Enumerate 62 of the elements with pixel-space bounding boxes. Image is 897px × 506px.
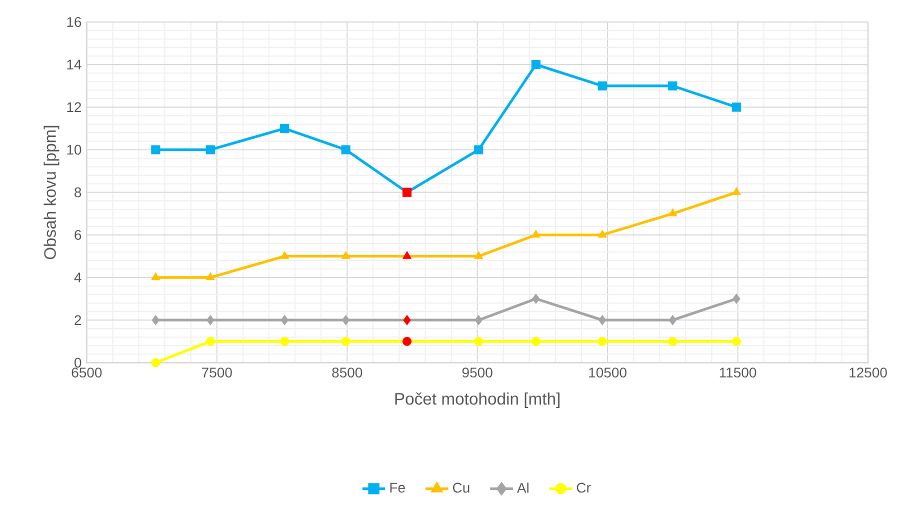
- point: [732, 102, 741, 112]
- x-tick-label: 9500: [462, 368, 492, 378]
- y-tick-label: 2: [74, 315, 82, 325]
- x-tick-label: 6500: [72, 368, 102, 378]
- y-tick-label: 4: [74, 272, 82, 282]
- point: [151, 358, 160, 368]
- point: [341, 336, 350, 346]
- point: [402, 188, 412, 197]
- x-tick-label: 11500: [720, 368, 756, 378]
- point: [598, 81, 607, 90]
- point: [206, 145, 215, 154]
- y-tick-label: 8: [74, 187, 82, 198]
- point: [732, 294, 740, 304]
- point: [531, 336, 540, 346]
- point: [341, 145, 350, 154]
- point: [341, 251, 350, 259]
- point: [598, 315, 606, 326]
- point: [474, 315, 483, 326]
- x-tick-label: 12500: [850, 368, 887, 378]
- y-tick-label: 12: [67, 102, 82, 112]
- y-tick-label: 6: [74, 230, 82, 240]
- point: [474, 145, 484, 154]
- point: [668, 336, 678, 346]
- point: [151, 145, 160, 154]
- point: [206, 315, 214, 326]
- point: [280, 315, 288, 326]
- point: [668, 208, 678, 216]
- point: [280, 251, 290, 259]
- point: [342, 315, 350, 326]
- point: [668, 315, 677, 326]
- x-tick-label: 10500: [589, 368, 626, 378]
- point: [532, 294, 540, 304]
- legend-label: Al: [516, 482, 528, 493]
- x-tick-label: 8500: [332, 368, 362, 378]
- point: [151, 272, 160, 280]
- legend-label: Fe: [390, 482, 405, 493]
- y-tick-label: 0: [74, 358, 82, 368]
- point: [668, 81, 678, 90]
- point: [474, 336, 484, 346]
- point: [732, 187, 741, 195]
- y-tick-label: 14: [67, 60, 82, 70]
- point: [402, 251, 412, 259]
- x-tick-label: 7500: [202, 368, 232, 378]
- legend-label: Cr: [576, 482, 591, 493]
- y-tick-label: 16: [67, 17, 82, 27]
- point: [403, 315, 411, 326]
- point: [732, 336, 741, 346]
- point: [206, 272, 215, 280]
- point: [280, 124, 290, 133]
- point: [598, 230, 607, 238]
- point: [474, 251, 484, 259]
- x-axis-title: Počet motohodin [mth]: [395, 392, 560, 408]
- point: [280, 336, 290, 346]
- point: [532, 230, 540, 238]
- y-axis-title: Obsah kovu [ppm]: [44, 126, 60, 260]
- point: [206, 336, 215, 346]
- point: [152, 315, 160, 326]
- point: [598, 336, 607, 346]
- y-tick-label: 10: [67, 144, 82, 155]
- point: [531, 60, 540, 70]
- legend-label: Cu: [452, 482, 470, 493]
- point: [402, 336, 412, 346]
